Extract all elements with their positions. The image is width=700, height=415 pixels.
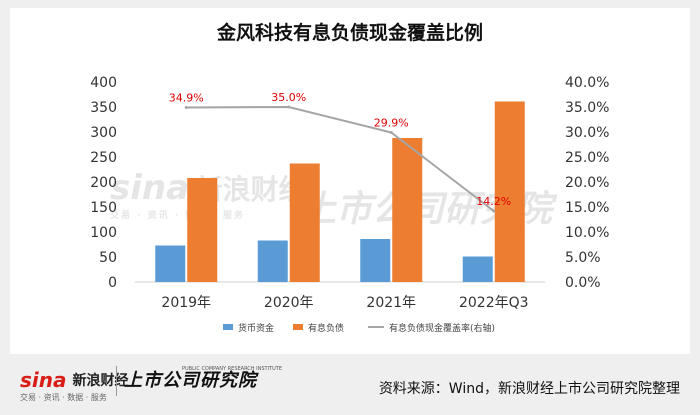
y-left-tick-label: 250: [90, 150, 117, 166]
y-left-tick-label: 350: [90, 100, 117, 116]
legend-swatch-debt: [293, 324, 303, 330]
y-right-tick-label: 30.0%: [565, 125, 609, 141]
legend-swatch-cash: [223, 324, 233, 330]
y-right-tick-label: 5.0%: [565, 250, 601, 266]
ratio-line: [186, 105, 495, 212]
y-right-tick-label: 25.0%: [565, 150, 609, 166]
y-left-tick-label: 0: [108, 275, 117, 291]
institute-name: 上市公司研究院: [124, 370, 257, 391]
y-left-tick-label: 200: [90, 175, 117, 191]
chart-card: [10, 8, 690, 354]
ratio-data-label: 35.0%: [271, 91, 306, 104]
sina-sub: 交易 · 资讯 · 数据 · 服务: [20, 393, 107, 402]
source-note: 资料来源：Wind，新浪财经上市公司研究院整理: [378, 381, 680, 397]
y-left-tick-label: 50: [99, 250, 117, 266]
bar-debt: [289, 163, 320, 282]
sina-name: 新浪财经: [72, 373, 129, 389]
y-right-tick-label: 35.0%: [565, 100, 609, 116]
x-tick-label: 2019年: [161, 295, 211, 311]
bar-cash: [155, 245, 186, 282]
institute-logo: 上市公司研究院 PUBLIC COMPANY RESEARCH INSTITUT…: [124, 366, 282, 392]
legend-label-cash: 货币资金: [238, 322, 274, 334]
logo-divider: [116, 366, 117, 396]
legend-label-debt: 有息负债: [308, 322, 344, 334]
ratio-data-label: 14.2%: [476, 195, 511, 208]
y-left-tick-label: 300: [90, 125, 117, 141]
y-right-tick-label: 40.0%: [565, 75, 609, 91]
x-tick-label: 2020年: [264, 295, 314, 311]
bar-cash: [462, 256, 493, 282]
bar-debt: [494, 101, 525, 282]
ratio-data-label: 29.9%: [374, 117, 409, 130]
bar-cash: [257, 240, 288, 282]
legend-label-ratio: 有息负债现金覆盖率(右轴): [389, 322, 495, 334]
y-right-tick-label: 0.0%: [565, 275, 601, 291]
bar-debt: [392, 138, 423, 282]
ratio-point: [389, 131, 393, 134]
x-tick-label: 2022年Q3: [459, 295, 529, 311]
ratio-point: [287, 105, 291, 109]
bar-debt: [187, 178, 218, 282]
y-left-tick-label: 400: [90, 75, 117, 91]
ratio-point: [184, 106, 188, 109]
y-right-tick-label: 15.0%: [565, 200, 609, 216]
x-tick-label: 2021年: [366, 295, 416, 311]
y-right-tick-label: 20.0%: [565, 175, 609, 191]
bar-cash: [360, 239, 391, 282]
y-right-tick-label: 10.0%: [565, 225, 609, 241]
ratio-point: [492, 209, 496, 213]
y-left-tick-label: 150: [90, 200, 117, 216]
y-left-tick-label: 100: [90, 225, 117, 241]
chart-title: 金风科技有息负债现金覆盖比例: [216, 22, 483, 44]
sina-brand: sina: [20, 368, 67, 392]
ratio-data-label: 34.9%: [169, 92, 204, 105]
sina-logo: sina 新浪财经 交易 · 资讯 · 数据 · 服务: [20, 368, 129, 402]
institute-en: PUBLIC COMPANY RESEARCH INSTITUTE: [182, 366, 282, 372]
